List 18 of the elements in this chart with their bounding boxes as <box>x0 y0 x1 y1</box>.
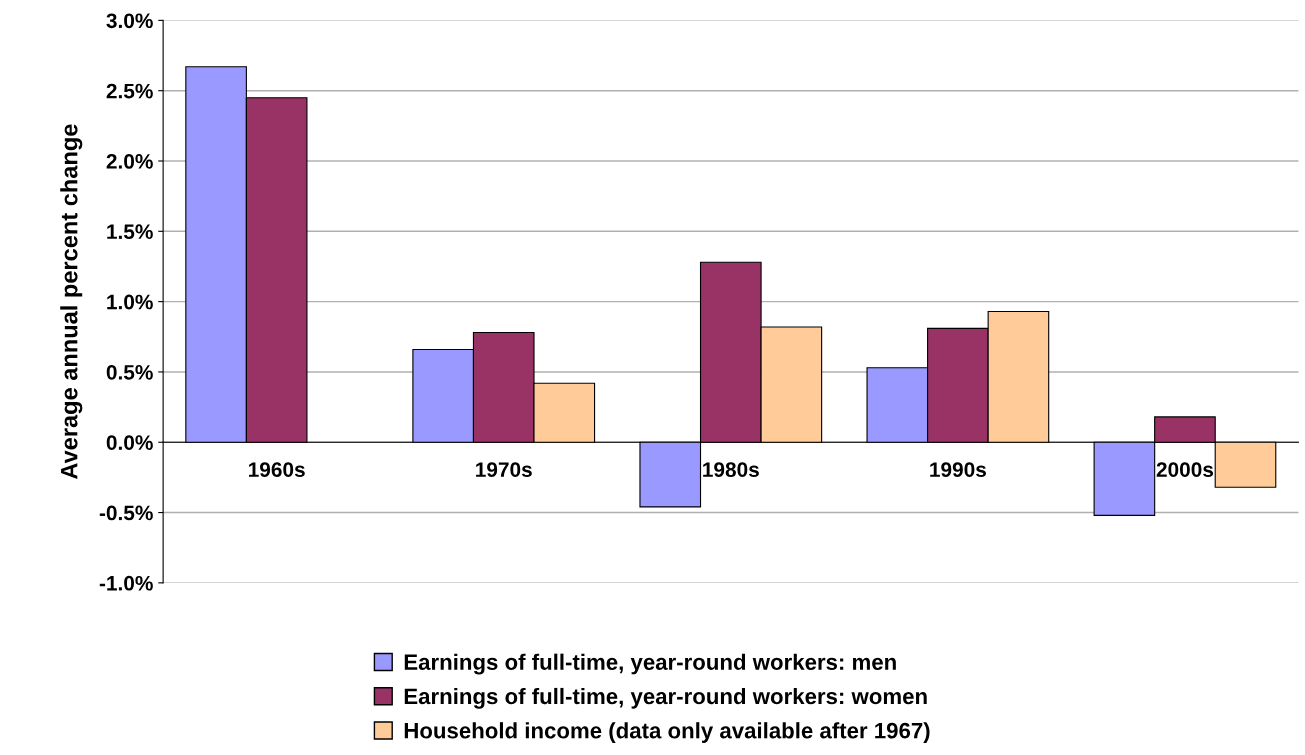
legend-label: Household income (data only available after 1967) <box>404 722 930 743</box>
x-tick-label: 1980s <box>703 462 759 477</box>
legend-label: Earnings of full-time, year-round workers: men <box>404 653 896 675</box>
x-tick-label: 2000s <box>1156 462 1214 477</box>
y-tick-label: 1.0% <box>107 294 153 310</box>
y-tick-label: 1.5% <box>107 224 153 240</box>
y-tick-label: 2.0% <box>106 154 153 169</box>
x-tick-label: 1960s <box>249 462 305 477</box>
y-tick-label: 0.5% <box>106 364 153 380</box>
y-axis-title: Average annual percent change <box>60 124 83 480</box>
x-tick-label: 1970s <box>476 462 532 477</box>
y-tick-label: 3.0% <box>106 13 153 29</box>
legend-label: Earnings of full-time, year-round workers: women <box>404 687 927 709</box>
x-tick-label: 1990s <box>930 462 986 477</box>
y-tick-label: -1.0% <box>99 575 153 591</box>
y-tick-label: 2.5% <box>106 83 153 99</box>
y-tick-label: 0.0% <box>106 435 153 450</box>
y-tick-label: -0.5% <box>99 505 153 521</box>
